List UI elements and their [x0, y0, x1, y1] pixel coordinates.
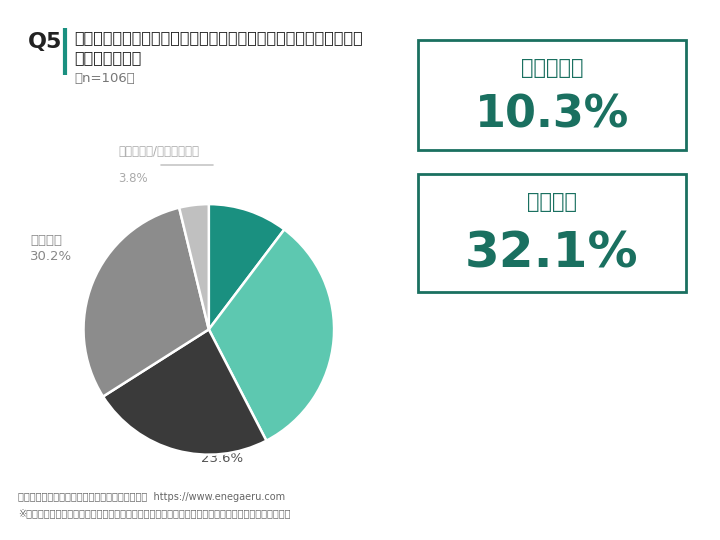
Text: はありますか。: はありますか。 — [74, 50, 141, 65]
Text: わからない/答えられない: わからない/答えられない — [118, 145, 199, 158]
Text: あなたは、産業用の太陽光発電・定置型蓄電システムの導入に興味: あなたは、産業用の太陽光発電・定置型蓄電システムの導入に興味 — [74, 30, 363, 45]
Wedge shape — [209, 204, 284, 329]
Text: Q5: Q5 — [28, 32, 63, 52]
Text: 32.1%: 32.1% — [465, 230, 639, 278]
Text: 3.8%: 3.8% — [118, 172, 148, 185]
Text: あまりない: あまりない — [202, 435, 242, 448]
Wedge shape — [209, 230, 334, 441]
Text: ややある: ややある — [527, 192, 577, 212]
Text: （n=106）: （n=106） — [74, 72, 135, 85]
Text: 10.3%: 10.3% — [475, 93, 629, 136]
Wedge shape — [103, 329, 266, 455]
Text: 23.6%: 23.6% — [201, 452, 243, 465]
Text: 全くない: 全くない — [30, 233, 62, 246]
Wedge shape — [84, 208, 209, 396]
FancyBboxPatch shape — [418, 40, 686, 150]
Text: ※データやグラフにつきましては、出典・リンクを明記いただき、ご自由に社内外でご活用ください。: ※データやグラフにつきましては、出典・リンクを明記いただき、ご自由に社内外でご活… — [18, 508, 290, 518]
Text: 非常にある: 非常にある — [521, 58, 583, 78]
Text: 30.2%: 30.2% — [30, 251, 72, 264]
FancyBboxPatch shape — [418, 174, 686, 292]
Text: エネがえる運営事務局調べ（国際航業株式会社）  https://www.enegaeru.com: エネがえる運営事務局調べ（国際航業株式会社） https://www.enega… — [18, 492, 285, 502]
Wedge shape — [179, 204, 209, 329]
